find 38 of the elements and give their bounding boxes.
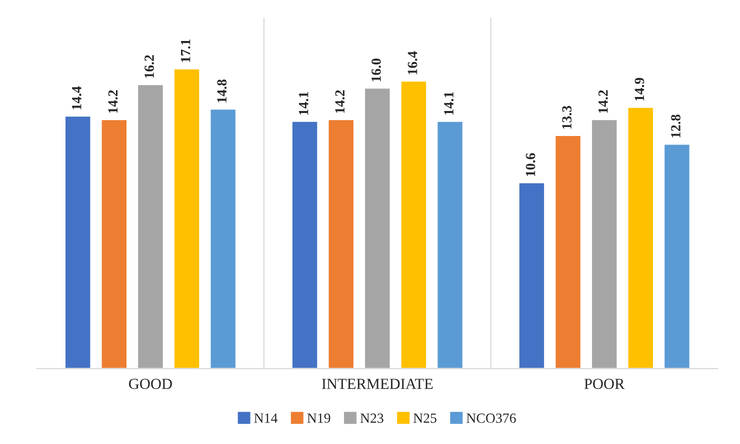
bar [136,84,164,369]
data-label: 14.2 [598,90,608,113]
bar [663,143,691,369]
bar [327,118,355,369]
data-label: 14.1 [444,92,454,115]
data-label: 10.6 [526,153,536,176]
bar [209,108,237,369]
data-label: 14.2 [108,90,118,113]
legend-label: N25 [413,414,436,423]
data-label: 16.2 [144,55,154,78]
bar [64,115,92,369]
bar [364,87,392,369]
bar [400,80,428,369]
bar [291,120,319,369]
bar [590,118,618,369]
legend-label: N14 [254,414,278,423]
bar [436,120,464,369]
data-label: 14.4 [72,86,82,110]
x-tick-label: POOR [584,378,625,389]
bar [518,182,546,369]
x-tick-label: GOOD [129,378,172,389]
bar [626,106,654,369]
bar [100,118,128,369]
legend-label: N19 [307,414,330,423]
legend-label: N23 [360,414,384,423]
data-label: 16.4 [408,51,418,74]
x-tick-label: INTERMEDIATE [322,378,433,389]
data-label: 14.9 [634,78,644,101]
data-label: 14.1 [298,92,308,115]
data-label: 16.0 [372,58,381,82]
data-label: 12.8 [671,114,680,138]
data-label: 14.2 [335,90,345,113]
data-label: 17.1 [180,39,190,62]
bar [173,68,201,369]
data-label: 14.8 [217,80,227,102]
legend-label: NCO376 [466,414,516,423]
data-label: 13.3 [562,106,572,129]
bar [554,134,582,369]
